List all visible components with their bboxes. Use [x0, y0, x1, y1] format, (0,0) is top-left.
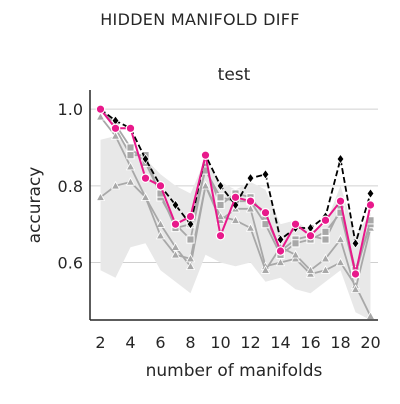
data-point: [170, 219, 181, 229]
x-tick-label: 16: [300, 333, 320, 352]
y-tick-label: 0.8: [58, 177, 83, 196]
data-point: [95, 111, 106, 121]
data-point: [155, 181, 166, 191]
data-point: [321, 235, 330, 244]
x-axis-label: number of manifolds: [146, 361, 323, 381]
y-tick-label: 1.0: [58, 100, 83, 119]
data-point: [230, 215, 241, 224]
x-tick-label: 18: [330, 333, 350, 352]
data-point: [110, 130, 121, 140]
data-point: [95, 104, 106, 114]
data-point: [335, 196, 346, 206]
y-tick-label: 0.6: [58, 254, 83, 273]
data-point: [95, 192, 106, 201]
data-point: [230, 192, 241, 203]
data-point: [126, 143, 135, 152]
data-point: [125, 176, 136, 186]
data-point: [126, 151, 135, 160]
series-6: [95, 104, 376, 279]
data-point: [140, 192, 151, 201]
x-tick-labels: 2 4 6 8 10 12 14 16 18 20: [95, 333, 380, 352]
data-point: [155, 230, 166, 240]
data-point: [216, 193, 225, 202]
y-axis-label: accuracy: [25, 167, 45, 244]
data-point: [246, 172, 255, 184]
data-point: [185, 253, 196, 263]
data-point: [350, 269, 361, 279]
data-point: [260, 207, 271, 218]
series-layer: [95, 103, 376, 320]
data-point: [185, 261, 196, 270]
x-tick-label: 2: [95, 333, 105, 352]
confidence-band: [100, 136, 371, 320]
data-point: [350, 284, 361, 293]
data-point: [335, 257, 346, 267]
data-point: [261, 169, 270, 180]
data-point: [170, 249, 181, 259]
data-point: [245, 203, 256, 213]
data-point: [305, 265, 316, 274]
data-point: [216, 200, 225, 210]
data-point: [336, 153, 345, 165]
data-point: [215, 230, 226, 241]
data-point: [351, 238, 360, 249]
x-tick-label: 4: [125, 333, 135, 352]
data-point: [336, 208, 345, 217]
data-point: [291, 239, 300, 248]
data-point: [140, 173, 151, 183]
data-point: [320, 215, 331, 226]
data-point: [186, 235, 195, 244]
x-tick-label: 12: [240, 333, 260, 352]
x-tick-label: 14: [270, 333, 290, 352]
chart-title: test: [218, 65, 251, 85]
data-point: [171, 199, 180, 211]
data-point: [320, 253, 331, 263]
figure-suptitle: HIDDEN MANIFOLD DIFF: [100, 10, 300, 29]
data-point: [245, 222, 256, 232]
data-point: [216, 180, 225, 192]
x-tick-label: 20: [360, 333, 380, 352]
data-point: [200, 150, 211, 160]
data-point: [290, 249, 301, 259]
data-point: [215, 211, 226, 221]
data-point: [275, 246, 286, 256]
x-tick-label: 6: [155, 333, 165, 352]
data-point: [125, 123, 136, 134]
data-point: [260, 265, 271, 274]
data-point: [141, 153, 150, 165]
data-point: [335, 234, 346, 244]
data-point: [276, 234, 285, 245]
data-point: [275, 257, 286, 267]
data-point: [110, 180, 121, 190]
data-point: [186, 218, 195, 230]
x-tick-label: 10: [210, 333, 230, 352]
data-point: [305, 230, 316, 241]
confidence-band-layer: [100, 136, 371, 320]
data-point: [185, 211, 196, 222]
data-point: [320, 265, 331, 274]
data-point: [245, 196, 256, 206]
data-point: [200, 180, 211, 190]
data-point: [321, 227, 330, 236]
data-point: [125, 161, 136, 171]
data-point: [366, 188, 375, 199]
axes: [89, 90, 378, 321]
data-point: [110, 123, 121, 134]
data-point: [290, 219, 301, 229]
x-tick-label: 8: [185, 333, 195, 352]
data-point: [155, 219, 166, 228]
y-tick-labels: 0.6 0.8 1.0: [58, 100, 83, 272]
data-point: [365, 200, 376, 210]
